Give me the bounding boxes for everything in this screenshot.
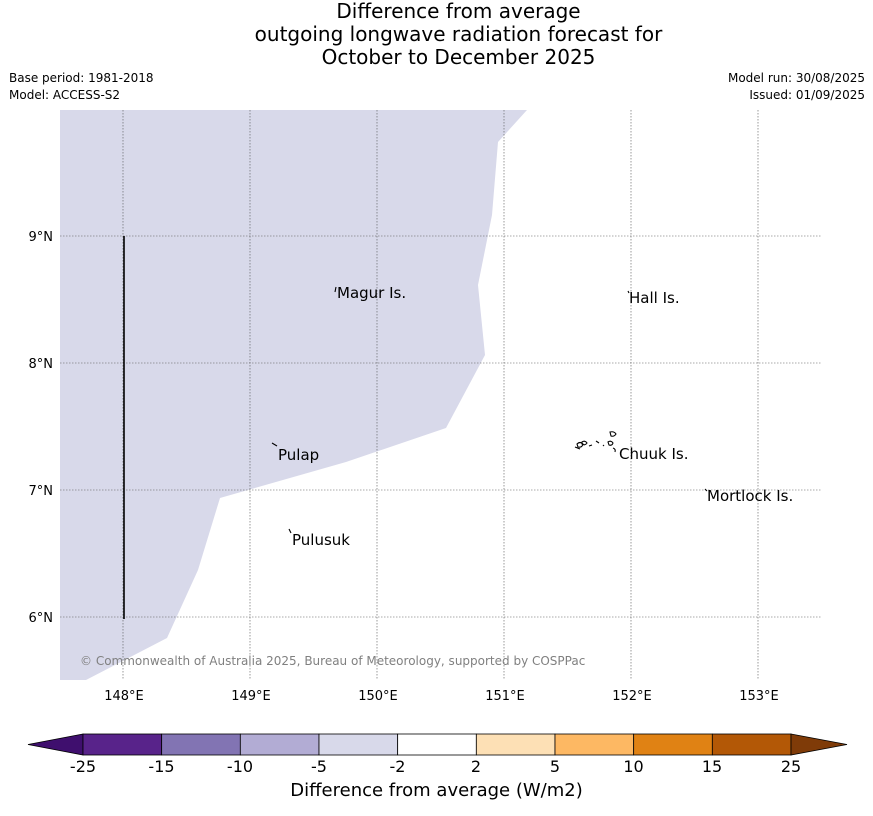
colorbar-segment (318, 733, 399, 756)
colorbar-segment (239, 733, 320, 756)
lon-tick-149: 149°E (231, 689, 271, 700)
title-line-2: outgoing longwave radiation forecast for (254, 22, 663, 46)
lon-tick-153: 153°E (739, 689, 779, 700)
lon-tick-148: 148°E (104, 689, 144, 700)
colorbar-tick-2: -10 (227, 757, 253, 776)
island-pulap (271, 442, 278, 447)
island-magur (334, 286, 337, 293)
colorbar-tick-7: 10 (623, 757, 643, 776)
anomaly-region (60, 110, 527, 680)
lat-tick-labels: 9°N 8°N 7°N 6°N (29, 230, 54, 626)
lat-tick-6: 6°N (29, 611, 54, 626)
meta-right: Model run: 30/08/2025 Issued: 01/09/2025 (728, 70, 865, 104)
island-chuuk (574, 431, 617, 453)
issued-text: Issued: 01/09/2025 (749, 88, 865, 102)
lon-tick-151: 151°E (485, 689, 525, 700)
colorbar-segment (475, 733, 556, 756)
colorbar-tick-6: 5 (550, 757, 560, 776)
colorbar-extend-right (790, 733, 848, 756)
colorbar-segment (82, 733, 163, 756)
colorbar-ticks: -25 -15 -10 -5 -2 2 5 10 15 25 (70, 757, 801, 776)
colorbar-tick-5: 2 (471, 757, 481, 776)
island-mortlock (704, 488, 708, 492)
island-shapes (271, 286, 708, 534)
colorbar-extend-left (27, 733, 84, 756)
base-period-text: Base period: 1981-2018 (9, 71, 154, 85)
copyright-text: © Commonwealth of Australia 2025, Bureau… (80, 654, 585, 668)
colorbar-segment (711, 733, 792, 756)
lat-tick-9: 9°N (29, 230, 54, 245)
place-label-pulap: Pulap (278, 446, 319, 464)
colorbar-tick-1: -15 (148, 757, 174, 776)
lon-tick-150: 150°E (358, 689, 398, 700)
place-label-chuuk: Chuuk Is. (619, 445, 688, 463)
colorbar-tick-9: 25 (781, 757, 801, 776)
colorbar-tick-8: 15 (702, 757, 722, 776)
colorbar-segments (27, 733, 848, 756)
model-run-text: Model run: 30/08/2025 (727, 71, 865, 85)
gridlines (60, 110, 822, 680)
island-hall (627, 290, 630, 294)
colorbar-tick-0: -25 (70, 757, 96, 776)
model-text: Model: ACCESS-S2 (9, 88, 121, 102)
colorbar-tick-4: -2 (390, 757, 406, 776)
lat-tick-8: 8°N (29, 357, 54, 372)
colorbar-segment (161, 733, 241, 756)
place-labels: Magur Is. Hall Is. Pulap Chuuk Is. Mortl… (278, 284, 793, 549)
title-line-1: Difference from average (336, 0, 581, 23)
colorbar-segment (397, 733, 477, 756)
island-pulusuk (288, 528, 292, 534)
place-label-magur: Magur Is. (337, 284, 406, 302)
map-title: Difference from average outgoing longwav… (0, 0, 873, 69)
colorbar-segment (554, 733, 635, 756)
colorbar-segment (633, 733, 713, 756)
colorbar-tick-3: -5 (311, 757, 327, 776)
place-label-hall: Hall Is. (629, 289, 680, 307)
place-label-pulusuk: Pulusuk (292, 531, 350, 549)
meta-left: Base period: 1981-2018 Model: ACCESS-S2 (9, 70, 154, 104)
lon-tick-152: 152°E (612, 689, 652, 700)
lon-tick-labels: 148°E 149°E 150°E 151°E 152°E 153°E (104, 689, 779, 700)
title-line-3: October to December 2025 (321, 45, 596, 69)
lat-tick-7: 7°N (29, 484, 54, 499)
place-label-mortlock: Mortlock Is. (707, 487, 793, 505)
map-figure: Magur Is. Hall Is. Pulap Chuuk Is. Mortl… (29, 110, 822, 700)
colorbar-label: Difference from average (W/m2) (290, 780, 583, 801)
